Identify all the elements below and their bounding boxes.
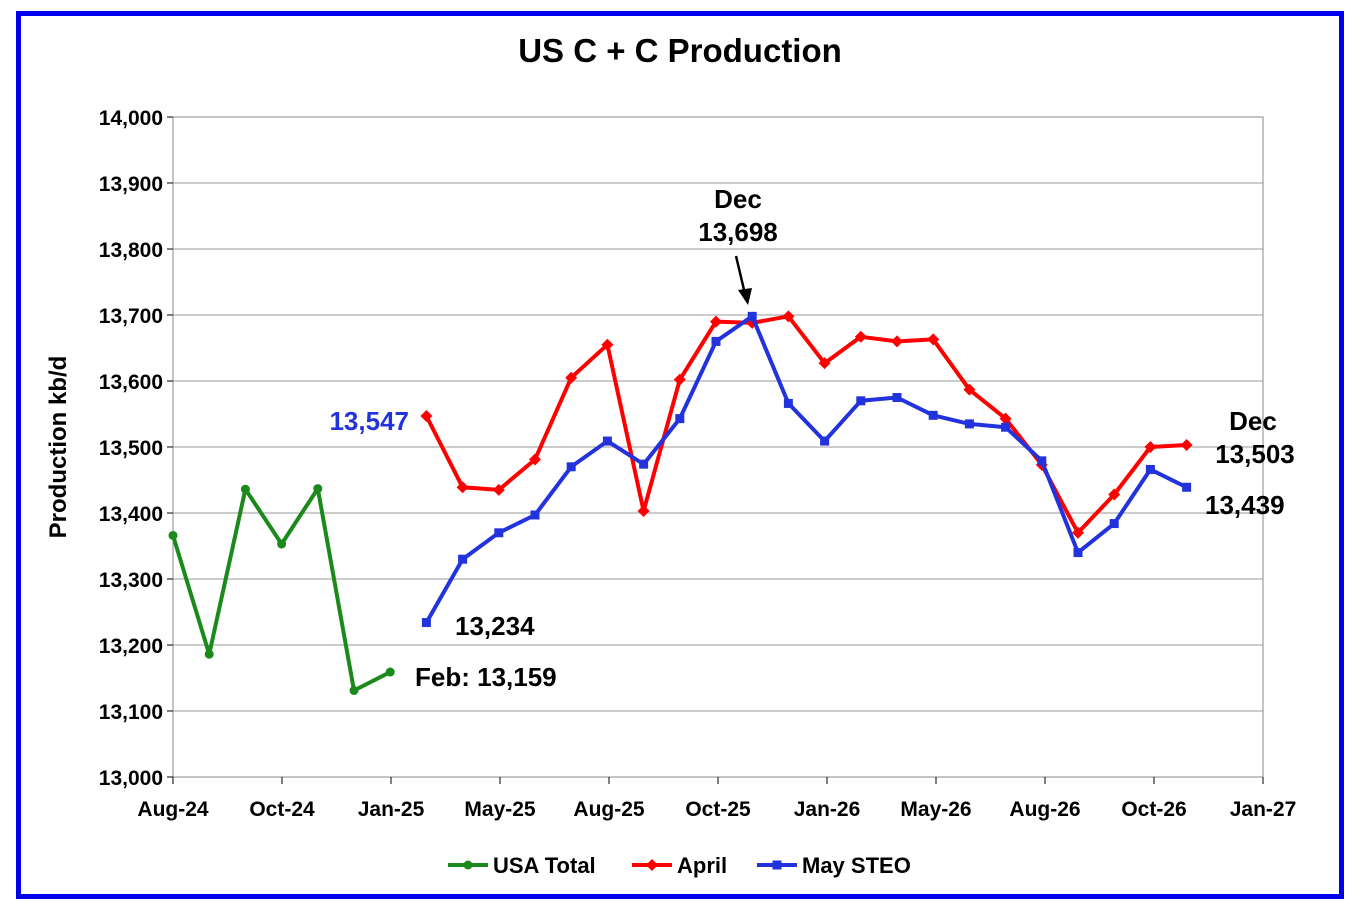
- data-point-may-steo: [458, 554, 468, 564]
- data-point-usa-total: [277, 539, 287, 549]
- annotation-end-april: 13,503: [1215, 439, 1295, 469]
- data-point-usa-total: [313, 484, 323, 494]
- data-point-may-steo: [1145, 464, 1155, 474]
- annotation-peak-month: Dec: [714, 184, 762, 214]
- data-point-may-steo: [566, 462, 576, 472]
- data-point-april: [1180, 439, 1193, 452]
- data-point-may-steo: [856, 396, 866, 406]
- data-point-may-steo: [639, 459, 649, 469]
- data-point-april: [1072, 526, 1084, 539]
- legend-item-may-steo: May STEO: [757, 853, 911, 878]
- data-point-may-steo: [1037, 456, 1047, 466]
- data-point-april: [673, 373, 686, 386]
- data-point-may-steo: [1001, 422, 1011, 432]
- data-point-may-steo: [1073, 548, 1083, 558]
- data-point-may-steo: [494, 528, 504, 538]
- series-line-may-steo: [424, 314, 1188, 624]
- data-point-may-steo: [783, 398, 793, 408]
- data-point-may-steo: [530, 510, 540, 520]
- legend-label-april: April: [677, 853, 727, 878]
- data-point-april: [927, 333, 940, 346]
- data-point-april: [854, 330, 867, 343]
- x-tick-label: Jan-26: [794, 798, 861, 821]
- annotation-peak-value: 13,698: [698, 217, 778, 247]
- y-tick-label: 13,300: [99, 569, 163, 592]
- y-axis: 13,000 13,100 13,200 13,300 13,400 13,500 13,6…: [99, 107, 173, 790]
- data-point-april: [456, 481, 469, 494]
- annotation-feb: Feb: 13,159: [415, 662, 557, 692]
- data-point-april: [963, 383, 976, 396]
- legend-label-may-steo: May STEO: [802, 853, 911, 878]
- data-point-may-steo: [1182, 482, 1192, 492]
- data-point-usa-total: [385, 667, 395, 677]
- legend-label-usa-total: USA Total: [493, 853, 596, 878]
- data-point-may-steo: [928, 410, 938, 420]
- data-point-april: [782, 310, 795, 323]
- y-tick-label: 13,500: [99, 437, 163, 460]
- annotation-may-start: 13,547: [329, 406, 409, 436]
- data-point-may-steo: [820, 436, 830, 446]
- y-tick-label: 13,900: [99, 173, 163, 196]
- data-point-usa-total: [349, 686, 359, 696]
- x-tick-label: May-26: [900, 798, 971, 821]
- data-point-usa-total: [240, 484, 250, 494]
- data-point-usa-total: [204, 649, 214, 659]
- data-point-april: [492, 483, 505, 496]
- data-point-may-steo: [602, 436, 612, 446]
- x-tick-label: Oct-26: [1121, 798, 1186, 821]
- y-tick-label: 13,200: [99, 635, 163, 658]
- data-point-may-steo: [964, 419, 974, 429]
- data-point-april: [1108, 488, 1121, 501]
- data-point-april: [1144, 441, 1157, 453]
- data-point-april: [891, 335, 903, 348]
- y-tick-label: 13,700: [99, 305, 163, 328]
- data-point-may-steo: [421, 618, 431, 628]
- y-tick-label: 14,000: [99, 107, 163, 130]
- y-tick-label: 13,600: [99, 371, 163, 394]
- peak-arrow: [734, 255, 752, 305]
- data-point-may-steo: [711, 336, 721, 346]
- annotation-steo-start: 13,234: [455, 611, 535, 641]
- data-point-april: [999, 412, 1012, 425]
- data-point-april: [420, 409, 433, 422]
- data-point-april: [637, 505, 650, 518]
- data-point-april: [818, 357, 831, 370]
- data-point-may-steo: [1109, 519, 1119, 529]
- data-point-april: [529, 453, 541, 466]
- x-tick-label: Aug-25: [573, 798, 644, 821]
- y-tick-label: 13,800: [99, 239, 163, 262]
- series-layer: [168, 310, 1193, 696]
- data-point-may-steo: [892, 393, 902, 402]
- legend-item-usa-total: USA Total: [448, 853, 596, 878]
- x-tick-label: Jan-27: [1230, 798, 1297, 821]
- x-tick-label: Oct-25: [685, 798, 751, 821]
- data-point-april: [565, 371, 578, 384]
- y-tick-label: 13,100: [99, 701, 163, 724]
- x-axis: Aug-24 Oct-24 Jan-25 May-25 Aug-25 Oct-25 Jan-…: [137, 777, 1296, 821]
- annotation-end-steo: 13,439: [1205, 490, 1285, 520]
- x-tick-label: Aug-24: [137, 798, 208, 821]
- annotation-end-month: Dec: [1229, 406, 1277, 436]
- legend: USA Total April May STEO: [448, 853, 911, 878]
- data-point-april: [710, 315, 722, 328]
- y-tick-label: 13,400: [99, 503, 163, 526]
- chart-title: US C + C Production: [518, 32, 842, 69]
- legend-item-april: April: [632, 853, 727, 878]
- data-point-usa-total: [168, 530, 178, 540]
- x-tick-label: Oct-24: [249, 798, 315, 821]
- data-point-april: [601, 338, 614, 351]
- y-axis-label: Production kb/d: [45, 356, 72, 539]
- x-tick-label: Jan-25: [358, 798, 425, 821]
- data-point-may-steo: [747, 311, 757, 321]
- y-tick-label: 13,000: [99, 767, 163, 790]
- series-line-april: [424, 314, 1187, 535]
- x-tick-label: Aug-26: [1009, 798, 1080, 821]
- x-tick-label: May-25: [464, 798, 536, 821]
- gridlines: [173, 182, 1263, 712]
- data-point-may-steo: [675, 414, 685, 424]
